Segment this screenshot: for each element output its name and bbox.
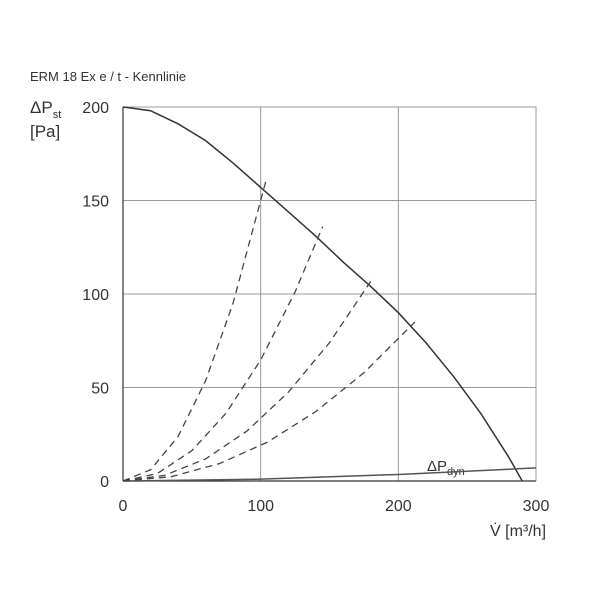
y-tick-label: 150 xyxy=(82,194,109,211)
chart-title: ERM 18 Ex e / t - Kennlinie xyxy=(30,69,186,84)
x-tick-label: 200 xyxy=(385,498,412,515)
series-line xyxy=(122,321,416,482)
series-line xyxy=(122,106,523,482)
annotation: ΔPdyn xyxy=(427,458,465,478)
y-label-main: ΔP xyxy=(30,98,53,117)
x-tick-label: 300 xyxy=(523,498,550,515)
y-tick-label: 200 xyxy=(82,100,109,117)
x-tick-label: 100 xyxy=(247,498,274,515)
series-line xyxy=(122,179,267,482)
y-axis-label: ΔPst xyxy=(30,98,61,121)
y-axis-unit: [Pa] xyxy=(30,122,60,141)
annotation-main: ΔP xyxy=(427,458,447,475)
x-tick-label: 0 xyxy=(119,498,128,515)
y-tick-label: 0 xyxy=(100,474,109,491)
series-line xyxy=(122,276,375,482)
series-line xyxy=(122,226,324,482)
y-tick-label: 50 xyxy=(91,381,109,398)
x-axis-label: V̇ [m³/h] xyxy=(490,522,546,540)
series-line xyxy=(122,467,537,482)
y-label-sub: st xyxy=(53,109,62,121)
y-tick-label: 100 xyxy=(82,287,109,304)
